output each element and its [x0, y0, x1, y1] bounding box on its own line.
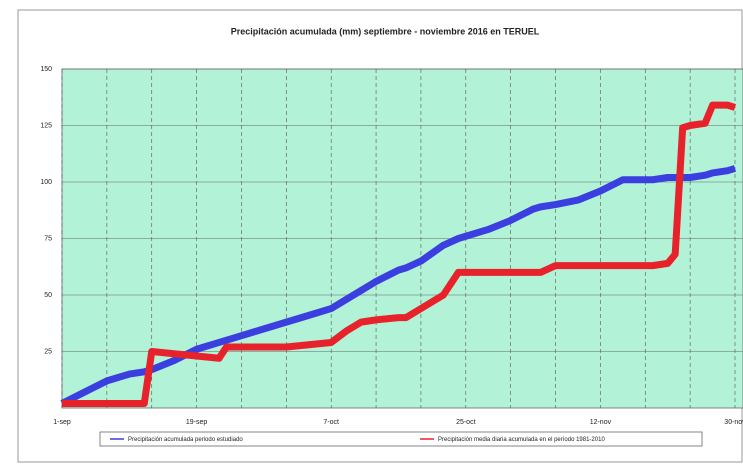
x-tick-label: 19-sep — [186, 419, 208, 426]
y-tick-label: 150 — [40, 66, 52, 73]
legend-box — [99, 431, 703, 447]
legend-label: Precipitación acumulada periodo estudiad… — [128, 437, 243, 443]
x-tick-label: 12-nov — [590, 419, 612, 426]
series-line — [62, 101, 737, 407]
x-tick-label: 1-sep — [53, 419, 71, 426]
x-tick-label: 30-nov — [724, 419, 743, 426]
series-line — [60, 165, 737, 407]
y-tick-label: 50 — [44, 292, 52, 299]
y-tick-label: 100 — [40, 179, 52, 186]
y-tick-label: 125 — [40, 122, 52, 129]
y-tick-label: 75 — [44, 235, 52, 242]
y-tick-label: 25 — [44, 348, 52, 355]
chart-title: Precipitación acumulada (mm) septiembre … — [231, 26, 540, 36]
x-tick-label: 7-oct — [323, 419, 339, 426]
legend-label: Precipitación media diaria acumulada en … — [438, 437, 605, 443]
x-tick-label: 25-oct — [456, 419, 476, 426]
